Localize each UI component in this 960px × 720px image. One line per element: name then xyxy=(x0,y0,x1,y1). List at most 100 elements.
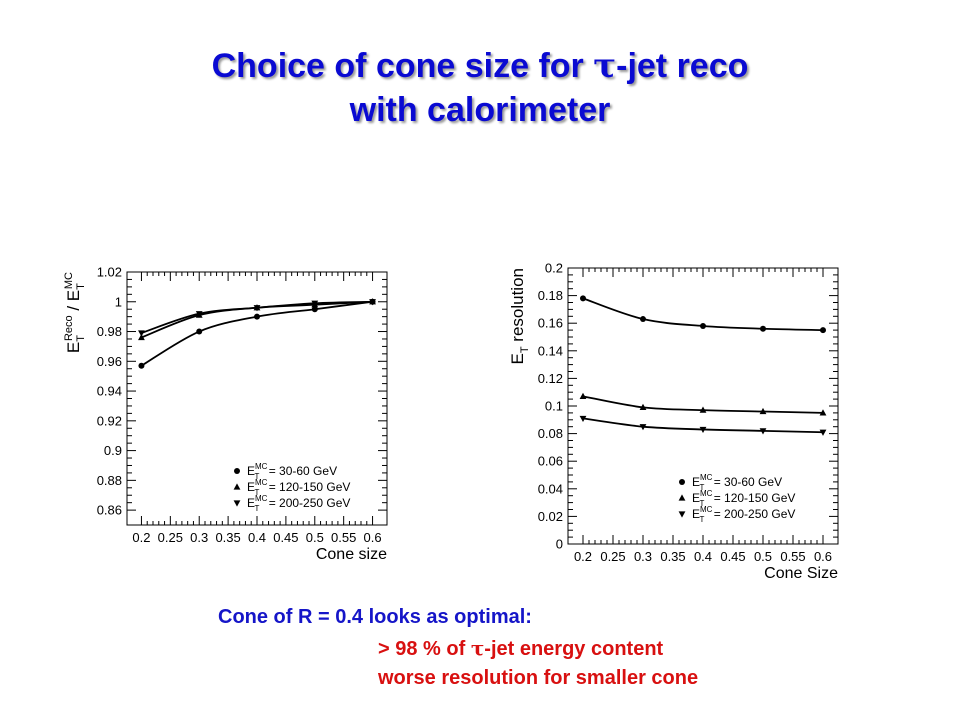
legend-marker xyxy=(233,500,241,507)
legend-entry-1: EMC T = 120-150 GeV xyxy=(692,489,795,508)
series-2 xyxy=(579,415,827,436)
x-axis-label: Cone Size xyxy=(764,565,838,582)
x-tick-label: 0.6 xyxy=(364,530,382,545)
data-point xyxy=(138,362,145,369)
x-tick-label: 0.5 xyxy=(306,530,324,545)
x-tick-label: 0.45 xyxy=(720,549,745,564)
legend-e: E xyxy=(692,475,700,489)
legend-e: E xyxy=(247,464,255,478)
data-point xyxy=(699,406,707,413)
y-axis-label: ETReco / ETMC xyxy=(63,272,87,353)
y-tick-label: 0.12 xyxy=(538,371,563,386)
y-label-sub: T xyxy=(519,346,531,353)
y-tick-label: 0.2 xyxy=(545,261,563,276)
y-label-sup: Reco xyxy=(63,315,75,341)
y-tick-label: 1.02 xyxy=(97,265,122,280)
data-point xyxy=(195,311,203,318)
legend-marker xyxy=(234,468,240,474)
legend-sub: T xyxy=(254,488,259,497)
legend-marker xyxy=(679,479,685,485)
data-point xyxy=(639,424,647,431)
energy-ratio-chart-svg: 0.86 0.88 0.9 0.92 0.94 0.96 0.98 1 1.02 0.2 0.25 0… xyxy=(63,265,388,563)
caption-line-1-prefix: > 98 % of xyxy=(378,638,471,660)
x-tick-label: 0.6 xyxy=(814,549,832,564)
legend-text: = 30-60 GeV xyxy=(265,464,337,478)
slide-title: Choice of cone size for τ-jet reco with … xyxy=(0,44,960,132)
y-tick-label: 0.96 xyxy=(97,354,122,369)
legend-sub: T xyxy=(699,515,704,524)
x-tick-label: 0.25 xyxy=(158,530,183,545)
y-tick-label: 0.92 xyxy=(97,413,122,428)
y-tick-label: 0.98 xyxy=(97,324,122,339)
data-point xyxy=(580,295,586,302)
legend-entry-2: EMC T = 200-250 GeV xyxy=(692,505,795,524)
y-tick-label: 0.94 xyxy=(97,384,122,399)
y-tick-label: 0.14 xyxy=(538,343,563,358)
legend-sub: T xyxy=(699,499,704,508)
x-axis-label: Cone size xyxy=(316,546,387,563)
legend-marker xyxy=(678,511,686,518)
legend-sup: MC xyxy=(700,473,713,482)
x-tick-label: 0.4 xyxy=(694,549,712,564)
y-label-rest: resolution xyxy=(508,268,527,346)
legend-marker xyxy=(233,483,241,490)
x-tick-label: 0.55 xyxy=(331,530,356,545)
x-tick-label: 0.4 xyxy=(248,530,266,545)
energy-ratio-chart: 0.86 0.88 0.9 0.92 0.94 0.96 0.98 1 1.02 0.2 0.25 0… xyxy=(60,255,405,580)
legend-entry-0: EMC T = 30-60 GeV xyxy=(692,473,782,492)
legend-text: = 200-250 GeV xyxy=(265,496,350,510)
legend-sup: MC xyxy=(255,494,268,503)
x-tick-label: 0.3 xyxy=(634,549,652,564)
legend-sup: MC xyxy=(700,489,713,498)
y-tick-label: 0.08 xyxy=(538,426,563,441)
x-tick-label: 0.2 xyxy=(574,549,592,564)
legend-sup: MC xyxy=(700,505,713,514)
legend-e: E xyxy=(247,496,255,510)
y-label-sub: T xyxy=(75,335,87,342)
caption-tau-symbol: τ xyxy=(470,636,485,660)
legend-sup: MC xyxy=(255,462,268,471)
y-label-e: E xyxy=(508,353,527,364)
series-line xyxy=(140,300,373,367)
legend-marker xyxy=(678,494,686,501)
title-line-1: Choice of cone size for τ-jet reco xyxy=(0,44,960,88)
x-tick-label: 0.45 xyxy=(273,530,298,545)
title-line-1-suffix: -jet reco xyxy=(616,47,749,85)
x-tick-label: 0.25 xyxy=(600,549,625,564)
y-label-sub2: T xyxy=(75,283,87,290)
data-point xyxy=(138,333,145,341)
title-line-1-prefix: Choice of cone size for xyxy=(211,47,594,85)
title-line-2: with calorimeter xyxy=(349,91,611,129)
caption-line-1-suffix: -jet energy content xyxy=(484,638,664,660)
data-point xyxy=(196,328,203,335)
y-axis-label: ET resolution xyxy=(508,268,531,365)
x-tick-label: 0.2 xyxy=(132,530,150,545)
data-point xyxy=(311,300,319,307)
y-tick-label: 0.1 xyxy=(545,399,563,414)
legend-entry-1: EMC T = 120-150 GeV xyxy=(247,478,350,497)
y-tick-label: 0.16 xyxy=(538,316,563,331)
y-tick-label: 0.88 xyxy=(97,473,122,488)
data-point xyxy=(819,429,827,436)
legend-e: E xyxy=(692,491,700,505)
legend-e: E xyxy=(692,507,700,521)
y-tick-label: 0.18 xyxy=(538,288,563,303)
series-1 xyxy=(579,392,827,416)
data-point xyxy=(639,403,647,410)
x-tick-label: 0.35 xyxy=(660,549,685,564)
data-point xyxy=(819,409,827,416)
y-label-mid: / E xyxy=(64,290,83,316)
series-0 xyxy=(580,295,826,334)
legend-text: = 200-250 GeV xyxy=(710,507,795,521)
data-point xyxy=(579,392,587,399)
y-tick-label: 0.9 xyxy=(104,443,122,458)
data-point xyxy=(253,305,261,312)
data-point xyxy=(759,428,767,435)
data-point xyxy=(640,316,646,323)
caption-main: Cone of R = 0.4 looks as optimal: xyxy=(218,606,532,628)
x-tick-label: 0.35 xyxy=(215,530,240,545)
legend-e: E xyxy=(247,480,255,494)
legend-sup: MC xyxy=(255,478,268,487)
legend-entry-2: EMC T = 200-250 GeV xyxy=(247,494,350,513)
data-point xyxy=(699,426,707,434)
